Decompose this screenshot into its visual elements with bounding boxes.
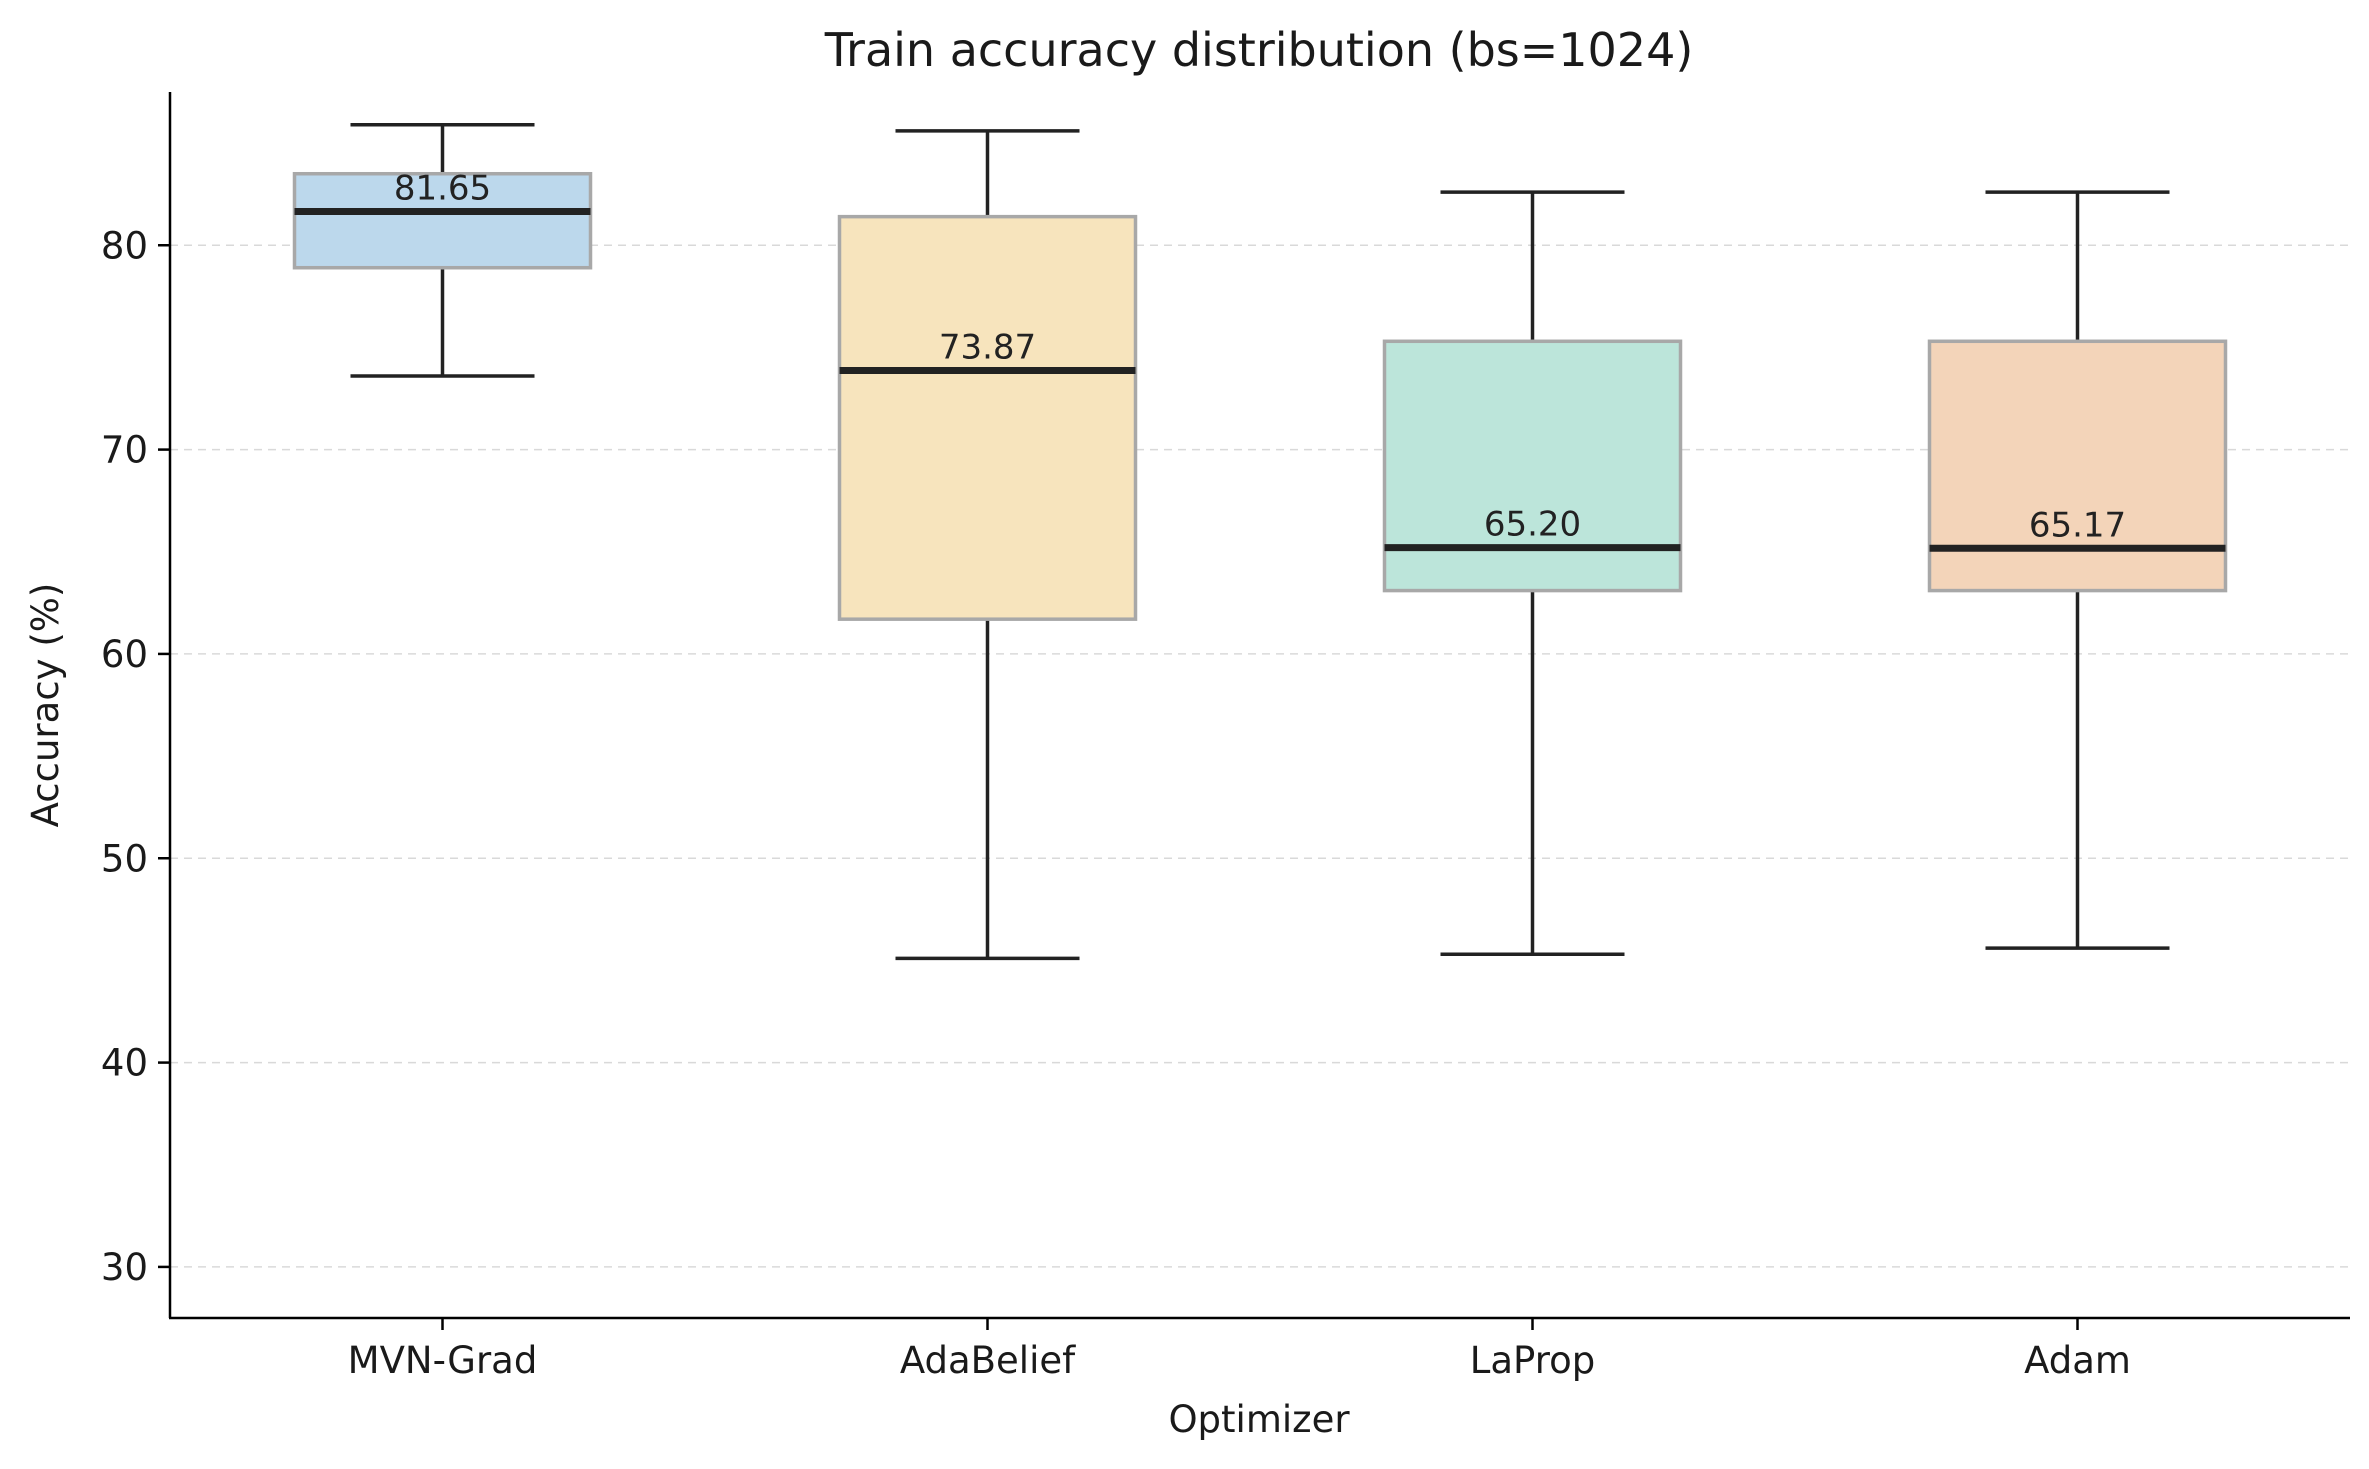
- y-tick-label-30: 30: [101, 1246, 148, 1289]
- box-group-laprop: 65.20: [1382, 190, 1683, 957]
- y-tick-label-70: 70: [101, 429, 148, 472]
- y-axis-label: Accuracy (%): [24, 583, 67, 828]
- chart-title: Train accuracy distribution (bs=1024): [824, 23, 1694, 77]
- iqr-box-laprop: [1382, 339, 1683, 593]
- iqr-box-adabelief: [837, 214, 1138, 621]
- x-tick-label-adabelief: AdaBelief: [900, 1339, 1076, 1382]
- median-label-adabelief: 73.87: [939, 328, 1036, 368]
- y-tick-label-50: 50: [101, 837, 148, 880]
- x-tick-label-laprop: LaProp: [1470, 1339, 1595, 1382]
- median-label-adam: 65.17: [2029, 505, 2126, 545]
- x-tick-label-mvn-grad: MVN-Grad: [348, 1339, 538, 1382]
- box-group-adabelief: 73.87: [837, 129, 1138, 961]
- iqr-box-adam: [1927, 339, 2228, 593]
- box-group-mvn-grad: 81.65: [292, 122, 593, 378]
- box-layer: 81.65 73.87 65.20 65.17: [292, 122, 2228, 961]
- tick-layer: 30 40 50 60 70 80 MVN-Grad AdaBelief LaProp Adam: [101, 224, 2131, 1382]
- x-axis-label: Optimizer: [1168, 1398, 1350, 1441]
- y-tick-label-60: 60: [101, 633, 148, 676]
- x-tick-label-adam: Adam: [2024, 1339, 2131, 1382]
- median-label-mvn-grad: 81.65: [394, 169, 491, 209]
- iqr-box-mvn-grad: [292, 171, 593, 270]
- axes-layer: [168, 92, 2350, 1320]
- y-tick-label-40: 40: [101, 1042, 148, 1085]
- median-label-laprop: 65.20: [1484, 505, 1581, 545]
- box-group-adam: 65.17: [1927, 190, 2228, 950]
- y-tick-label-80: 80: [101, 224, 148, 267]
